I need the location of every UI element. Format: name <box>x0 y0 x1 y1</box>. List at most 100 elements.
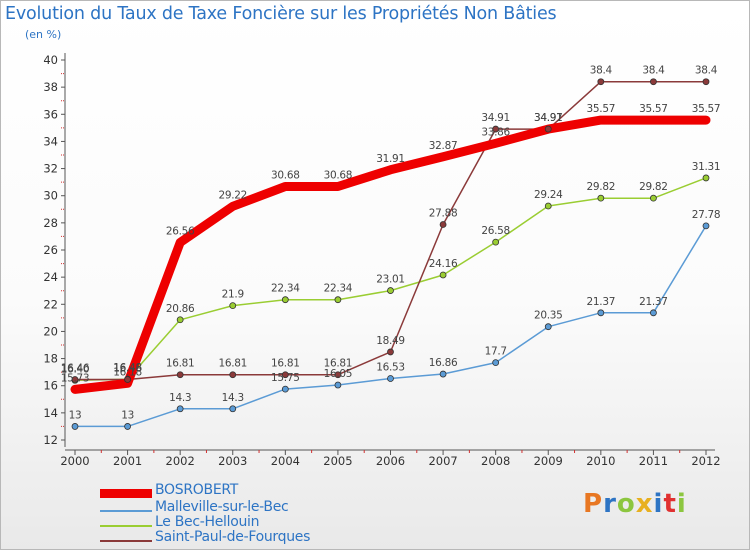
legend-swatch <box>100 489 152 498</box>
y-tick-label-36: 36 <box>43 107 58 121</box>
x-tick-label-2004: 2004 <box>271 454 300 468</box>
data-point <box>281 371 289 379</box>
data-label: 29.82 <box>587 181 616 193</box>
data-point <box>229 371 237 379</box>
chart-axes: 12 14 16 18 20 22 24 26 28 30 32 34 36 38 40 2000 2001 20… <box>43 53 721 468</box>
y-tick-label-22: 22 <box>43 297 58 311</box>
data-label: 29.22 <box>218 189 247 201</box>
data-point <box>492 359 500 367</box>
chart-data-points <box>71 78 710 430</box>
x-tick-label-2007: 2007 <box>428 454 457 468</box>
data-label: 16.86 <box>429 357 458 369</box>
legend-label: Le Bec-Hellouin <box>155 514 260 530</box>
data-label: 20.35 <box>534 310 563 322</box>
data-point <box>702 222 710 230</box>
data-label: 15.73 <box>61 372 90 384</box>
data-point <box>544 125 552 133</box>
x-tick-label-2010: 2010 <box>586 454 615 468</box>
proxiti-logo: Proxiti <box>583 489 687 519</box>
data-label: 16.18 <box>113 366 142 378</box>
y-tick-label-24: 24 <box>43 270 58 284</box>
data-label: 16.46 <box>113 362 142 374</box>
data-point <box>387 287 394 294</box>
data-label: 31.31 <box>692 161 721 173</box>
data-label: 27.78 <box>692 209 721 221</box>
data-label: 30.68 <box>271 169 300 181</box>
data-label: 21.37 <box>587 296 616 308</box>
data-label: 13 <box>69 409 82 421</box>
data-point <box>544 202 552 210</box>
x-tick-label-2001: 2001 <box>113 454 142 468</box>
data-label: 35.57 <box>587 103 616 115</box>
data-point <box>281 296 289 304</box>
data-label: 33.86 <box>481 126 510 138</box>
data-point <box>176 371 184 379</box>
data-point <box>124 376 131 383</box>
data-point <box>702 78 710 86</box>
data-point <box>702 174 710 182</box>
data-label: 38.4 <box>695 65 718 77</box>
y-tick-label-30: 30 <box>43 189 58 203</box>
x-tick-label-2011: 2011 <box>639 454 668 468</box>
data-point <box>439 221 447 228</box>
data-point <box>334 371 342 379</box>
logo-letter: r <box>603 489 617 519</box>
series-line-1 <box>70 115 711 394</box>
data-label: 20.86 <box>166 303 195 315</box>
data-label: 22.34 <box>324 283 353 295</box>
data-point <box>71 376 79 383</box>
x-tick-label-2006: 2006 <box>376 454 405 468</box>
data-label: 38.4 <box>642 65 665 77</box>
data-point <box>544 323 552 331</box>
data-label: 34.97 <box>534 112 563 124</box>
data-point <box>281 385 289 393</box>
data-label: 35.57 <box>692 103 721 115</box>
y-tick-label-32: 32 <box>43 162 58 176</box>
data-label: 15.75 <box>271 372 300 384</box>
data-point <box>597 78 605 86</box>
data-point <box>597 309 605 317</box>
data-label: 16.46 <box>61 362 90 374</box>
y-tick-label-40: 40 <box>43 53 58 67</box>
x-tick-label-2012: 2012 <box>691 454 720 468</box>
data-label: 17.7 <box>485 346 507 358</box>
data-label: 16.81 <box>166 358 195 370</box>
data-label: 23.01 <box>376 274 405 286</box>
data-point <box>492 125 500 133</box>
y-tick-label-14: 14 <box>43 406 58 420</box>
data-label: 16.05 <box>324 368 353 380</box>
data-label: 26.58 <box>481 225 510 237</box>
legend-label: Saint-Paul-de-Fourques <box>155 529 311 545</box>
data-label: 16.81 <box>271 358 300 370</box>
data-point <box>387 375 394 382</box>
y-tick-label-28: 28 <box>43 216 58 230</box>
chart-series-lines <box>70 80 711 428</box>
y-tick-label-12: 12 <box>43 433 58 447</box>
legend-swatch <box>100 525 152 527</box>
x-tick-label-2005: 2005 <box>323 454 352 468</box>
y-tick-label-20: 20 <box>43 324 58 338</box>
data-label: 29.24 <box>534 189 563 201</box>
data-point <box>650 309 657 317</box>
data-point <box>71 423 79 430</box>
data-label: 16.53 <box>376 362 405 374</box>
data-label: 35.57 <box>639 103 668 115</box>
logo-letter: i <box>653 489 664 519</box>
y-tick-label-16: 16 <box>43 379 58 393</box>
data-point <box>334 381 342 389</box>
data-label: 22.34 <box>271 283 300 295</box>
data-label: 27.88 <box>429 207 458 219</box>
legend-swatch <box>100 540 152 542</box>
data-label: 34.91 <box>534 112 563 124</box>
x-tick-label-2009: 2009 <box>534 454 563 468</box>
data-label: 29.82 <box>639 181 668 193</box>
data-label: 18.49 <box>376 335 405 347</box>
chart-title: Evolution du Taux de Taxe Foncière sur l… <box>5 4 557 24</box>
logo-letter: t <box>663 489 677 519</box>
y-tick-label-26: 26 <box>43 243 58 257</box>
data-point <box>650 78 657 86</box>
legend-swatch <box>100 510 152 512</box>
y-tick-label-34: 34 <box>43 134 58 148</box>
